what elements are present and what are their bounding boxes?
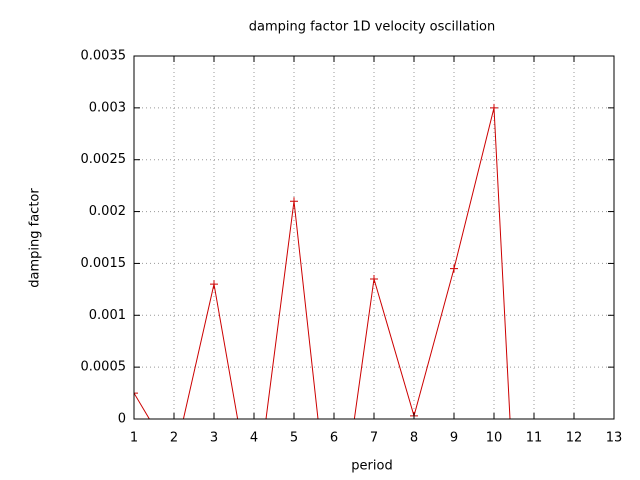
y-tick-label: 0.002 [89,204,126,219]
x-tick-label: 3 [210,431,218,446]
x-tick-label: 5 [290,431,298,446]
x-tick-label: 1 [130,431,138,446]
y-tick-label: 0.0035 [81,49,127,64]
y-tick-label: 0.0025 [81,152,127,167]
point-marker [290,197,298,206]
y-tick-label: 0.0005 [81,360,127,375]
x-tick-label: 9 [450,431,458,446]
x-tick-label: 10 [486,431,503,446]
x-axis-label: period [351,459,392,474]
y-tick-label: 0.003 [89,100,126,115]
x-tick-label: 6 [330,431,338,446]
point-marker [450,264,458,273]
plot-area [134,103,511,419]
x-tick-label: 11 [526,431,543,446]
y-axis-label: damping factor [28,188,43,288]
chart-title: damping factor 1D velocity oscillation [249,20,496,35]
point-marker [134,389,138,398]
x-tick-label: 13 [606,431,623,446]
series-line [134,107,511,419]
x-tick-label: 2 [170,431,178,446]
point-marker [210,280,218,289]
x-tick-label: 4 [250,431,258,446]
y-tick-label: 0.0015 [81,256,127,271]
y-tick-label: 0 [118,412,126,427]
x-tick-label: 12 [566,431,583,446]
point-marker [370,274,378,283]
point-marker [490,103,498,112]
y-tick-label: 0.001 [89,308,126,323]
x-tick-label: 7 [370,431,378,446]
x-tick-label: 8 [410,431,418,446]
